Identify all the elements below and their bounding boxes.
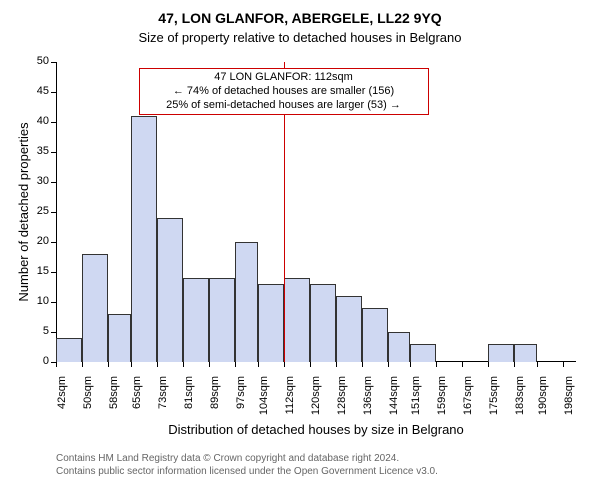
x-tick-label: 97sqm bbox=[235, 376, 247, 426]
y-tick bbox=[51, 272, 56, 273]
x-tick-label: 104sqm bbox=[258, 376, 270, 426]
histogram-bar bbox=[157, 218, 183, 362]
y-tick-label: 5 bbox=[21, 325, 49, 337]
x-tick bbox=[336, 362, 337, 367]
x-tick-label: 128sqm bbox=[336, 376, 348, 426]
y-tick bbox=[51, 152, 56, 153]
x-tick-label: 159sqm bbox=[436, 376, 448, 426]
x-tick bbox=[362, 362, 363, 367]
x-tick bbox=[436, 362, 437, 367]
histogram-bar bbox=[82, 254, 108, 362]
histogram-bar bbox=[410, 344, 436, 362]
x-tick bbox=[56, 362, 57, 367]
y-tick-label: 30 bbox=[21, 175, 49, 187]
x-tick-label: 167sqm bbox=[462, 376, 474, 426]
x-tick-label: 198sqm bbox=[563, 376, 575, 426]
y-tick-label: 0 bbox=[21, 355, 49, 367]
x-tick-label: 73sqm bbox=[157, 376, 169, 426]
y-tick bbox=[51, 62, 56, 63]
histogram-bar bbox=[310, 284, 336, 362]
histogram-bar bbox=[284, 278, 310, 362]
histogram-bar bbox=[209, 278, 235, 362]
annotation-line: 25% of semi-detached houses are larger (… bbox=[146, 99, 422, 113]
histogram-bar bbox=[235, 242, 258, 362]
y-tick bbox=[51, 92, 56, 93]
x-tick-label: 144sqm bbox=[388, 376, 400, 426]
x-tick-label: 190sqm bbox=[537, 376, 549, 426]
x-tick-label: 58sqm bbox=[108, 376, 120, 426]
histogram-bar bbox=[362, 308, 388, 362]
y-tick bbox=[51, 212, 56, 213]
y-tick-label: 40 bbox=[21, 115, 49, 127]
x-tick-label: 42sqm bbox=[56, 376, 68, 426]
y-tick bbox=[51, 332, 56, 333]
histogram-bar bbox=[131, 116, 157, 362]
x-tick bbox=[108, 362, 109, 367]
annotation-line: 47 LON GLANFOR: 112sqm bbox=[146, 71, 422, 85]
x-tick bbox=[462, 362, 463, 367]
y-axis-line bbox=[56, 62, 57, 362]
x-tick bbox=[410, 362, 411, 367]
page-title: 47, LON GLANFOR, ABERGELE, LL22 9YQ bbox=[0, 10, 600, 26]
x-tick bbox=[514, 362, 515, 367]
x-tick bbox=[82, 362, 83, 367]
x-tick bbox=[488, 362, 489, 367]
x-tick bbox=[183, 362, 184, 367]
histogram-bar bbox=[388, 332, 411, 362]
y-tick-label: 20 bbox=[21, 235, 49, 247]
x-tick-label: 183sqm bbox=[514, 376, 526, 426]
x-tick-label: 120sqm bbox=[310, 376, 322, 426]
y-tick-label: 15 bbox=[21, 265, 49, 277]
histogram-bar bbox=[514, 344, 537, 362]
histogram-bar bbox=[488, 344, 514, 362]
x-tick-label: 136sqm bbox=[362, 376, 374, 426]
y-tick-label: 50 bbox=[21, 55, 49, 67]
y-tick-label: 45 bbox=[21, 85, 49, 97]
x-tick bbox=[258, 362, 259, 367]
attribution: Contains HM Land Registry data © Crown c… bbox=[56, 452, 438, 478]
y-tick bbox=[51, 122, 56, 123]
x-tick bbox=[209, 362, 210, 367]
histogram-bar bbox=[108, 314, 131, 362]
y-tick bbox=[51, 242, 56, 243]
x-tick bbox=[157, 362, 158, 367]
x-tick bbox=[537, 362, 538, 367]
x-tick bbox=[310, 362, 311, 367]
x-tick-label: 112sqm bbox=[284, 376, 296, 426]
x-axis-label: Distribution of detached houses by size … bbox=[56, 422, 576, 437]
attribution-line: Contains public sector information licen… bbox=[56, 465, 438, 478]
y-tick-label: 10 bbox=[21, 295, 49, 307]
x-tick-label: 50sqm bbox=[82, 376, 94, 426]
x-tick-label: 151sqm bbox=[410, 376, 422, 426]
histogram-bar bbox=[258, 284, 284, 362]
page-subtitle: Size of property relative to detached ho… bbox=[0, 30, 600, 45]
x-tick-label: 65sqm bbox=[131, 376, 143, 426]
x-tick bbox=[563, 362, 564, 367]
annotation-box: 47 LON GLANFOR: 112sqm← 74% of detached … bbox=[139, 68, 429, 115]
x-tick-label: 175sqm bbox=[488, 376, 500, 426]
x-tick bbox=[284, 362, 285, 367]
x-tick bbox=[235, 362, 236, 367]
y-tick-label: 35 bbox=[21, 145, 49, 157]
y-tick-label: 25 bbox=[21, 205, 49, 217]
y-tick bbox=[51, 182, 56, 183]
histogram-bar bbox=[336, 296, 362, 362]
histogram-bar bbox=[183, 278, 209, 362]
y-tick bbox=[51, 302, 56, 303]
x-tick bbox=[388, 362, 389, 367]
x-tick-label: 89sqm bbox=[209, 376, 221, 426]
histogram-bar bbox=[56, 338, 82, 362]
x-tick bbox=[131, 362, 132, 367]
attribution-line: Contains HM Land Registry data © Crown c… bbox=[56, 452, 438, 465]
x-tick-label: 81sqm bbox=[183, 376, 195, 426]
annotation-line: ← 74% of detached houses are smaller (15… bbox=[146, 85, 422, 99]
